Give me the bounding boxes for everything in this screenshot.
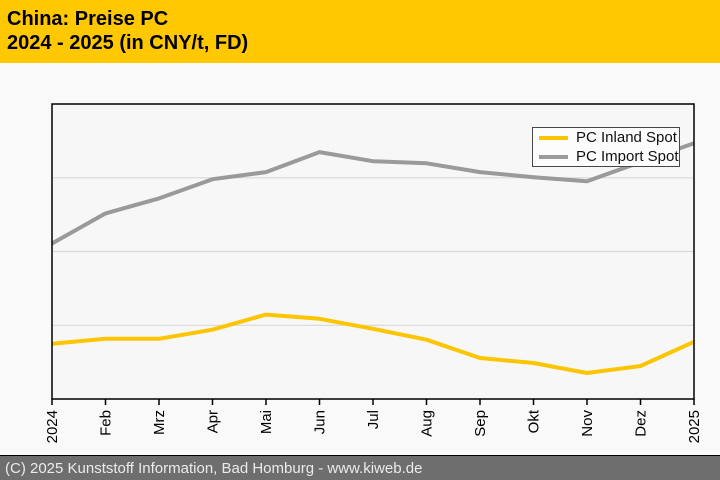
x-axis-label: Dez (633, 410, 650, 437)
chart-title-line1: China: Preise PC (7, 8, 169, 30)
x-axis-label: 2025 (686, 410, 703, 443)
x-axis-label: Apr (205, 410, 222, 433)
x-axis-label: Jul (365, 410, 382, 429)
chart-title-line2: 2024 - 2025 (in CNY/t, FD) (7, 32, 249, 54)
legend: PC Inland Spot PC Import Spot (532, 127, 680, 167)
footer-copyright-text: (C) 2025 Kunststoff Information, Bad Hom… (5, 459, 423, 477)
x-axis-label: Feb (98, 410, 115, 436)
plot-border (51, 103, 695, 400)
legend-row-import: PC Import Spot (533, 147, 679, 166)
page-footer: (C) 2025 Kunststoff Information, Bad Hom… (0, 455, 720, 480)
series-line-pc-import-spot (51, 141, 695, 246)
x-axis-label: Nov (579, 410, 596, 437)
plot-area: 2024 Feb Mrz Apr Mai Jun Jul Aug Sep Okt Nov Dez 202… (44, 103, 703, 443)
legend-swatch-import (539, 154, 568, 159)
x-axis-label: Aug (419, 410, 436, 437)
x-axis-label: Jun (312, 410, 329, 434)
x-axis-label: Mai (258, 410, 275, 434)
x-axis-label: 2024 (44, 410, 61, 443)
series-line-pc-inland-spot (51, 312, 695, 375)
legend-label-inland: PC Inland Spot (576, 129, 677, 146)
legend-label-import: PC Import Spot (576, 148, 679, 165)
x-axis-label: Okt (526, 409, 543, 433)
legend-row-inland: PC Inland Spot (533, 128, 679, 147)
legend-swatch-inland (539, 135, 568, 140)
x-axis-label: Mrz (151, 410, 168, 435)
x-axis-label: Sep (472, 410, 489, 437)
chart-header: China: Preise PC 2024 - 2025 (in CNY/t, … (0, 0, 720, 63)
